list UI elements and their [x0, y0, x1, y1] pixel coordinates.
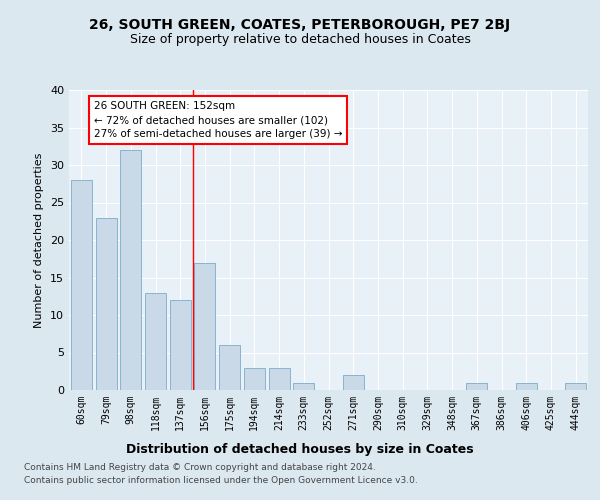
Bar	[71, 180, 92, 390]
Text: 26, SOUTH GREEN, COATES, PETERBOROUGH, PE7 2BJ: 26, SOUTH GREEN, COATES, PETERBOROUGH, P…	[89, 18, 511, 32]
Bar	[293, 382, 314, 390]
Bar	[170, 300, 191, 390]
Bar	[194, 262, 215, 390]
Bar	[466, 382, 487, 390]
Text: Size of property relative to detached houses in Coates: Size of property relative to detached ho…	[130, 32, 470, 46]
Text: Contains public sector information licensed under the Open Government Licence v3: Contains public sector information licen…	[24, 476, 418, 485]
Bar	[565, 382, 586, 390]
Bar	[95, 218, 116, 390]
Bar	[244, 368, 265, 390]
Y-axis label: Number of detached properties: Number of detached properties	[34, 152, 44, 328]
Bar	[343, 375, 364, 390]
Text: Distribution of detached houses by size in Coates: Distribution of detached houses by size …	[126, 442, 474, 456]
Bar	[269, 368, 290, 390]
Text: 26 SOUTH GREEN: 152sqm
← 72% of detached houses are smaller (102)
27% of semi-de: 26 SOUTH GREEN: 152sqm ← 72% of detached…	[94, 101, 342, 139]
Bar	[145, 292, 166, 390]
Text: Contains HM Land Registry data © Crown copyright and database right 2024.: Contains HM Land Registry data © Crown c…	[24, 462, 376, 471]
Bar	[516, 382, 537, 390]
Bar	[219, 345, 240, 390]
Bar	[120, 150, 141, 390]
